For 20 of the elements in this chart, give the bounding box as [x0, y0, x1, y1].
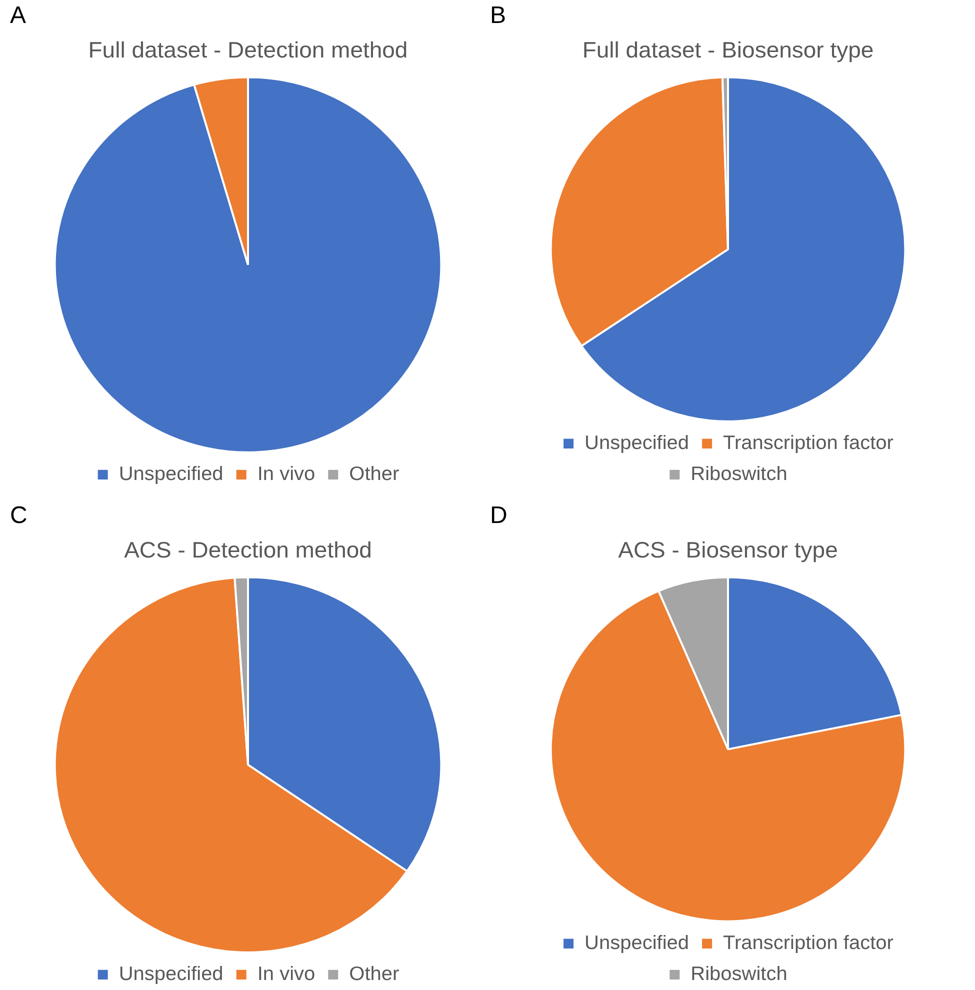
text: C	[10, 502, 28, 530]
chart-title: Full dataset - Biosensor type	[582, 36, 874, 62]
legend-label: Transcription factor	[723, 932, 894, 954]
legend-label: Riboswitch	[690, 463, 788, 485]
legend-label: In vivo	[257, 463, 316, 485]
text: A	[10, 2, 26, 30]
legend-label: Unspecified	[584, 432, 689, 454]
chart-title: ACS - Biosensor type	[618, 536, 838, 562]
legend-label: Riboswitch	[690, 963, 788, 985]
legend-label: Transcription factor	[723, 432, 894, 454]
legend-label: Unspecified	[118, 463, 224, 485]
legend-label: In vivo	[257, 963, 316, 985]
legend-label: Unspecified	[584, 932, 689, 954]
legend-label: Other	[349, 463, 400, 485]
text: B	[490, 2, 506, 30]
chart-title: Full dataset - Detection method	[88, 36, 408, 62]
legend-label: Other	[349, 963, 400, 985]
legend-label: Unspecified	[118, 963, 224, 985]
text: D	[490, 502, 508, 530]
chart-title: ACS - Detection method	[124, 536, 372, 562]
